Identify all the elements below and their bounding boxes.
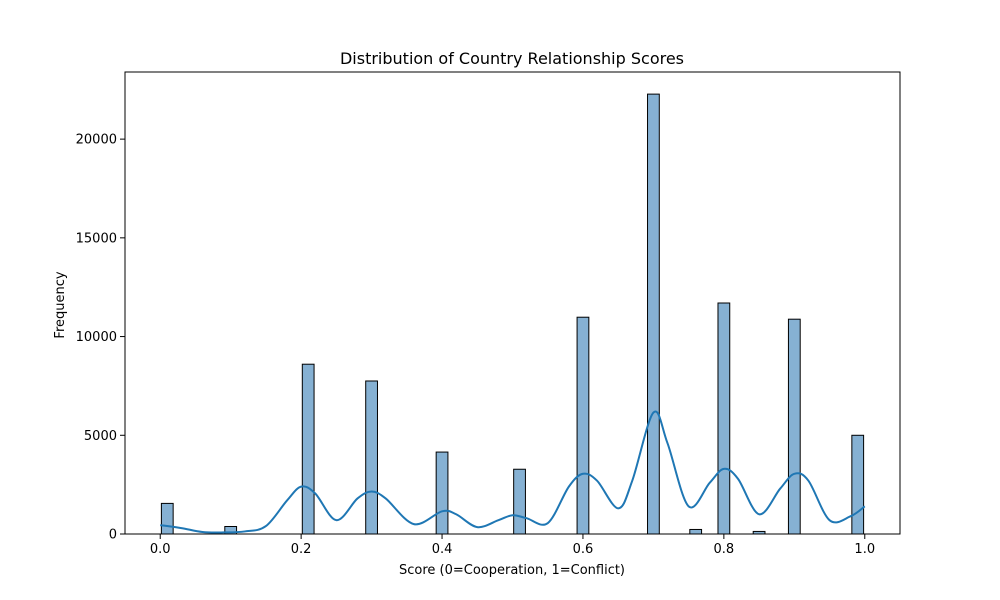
chart-title: Distribution of Country Relationship Sco…: [340, 49, 684, 68]
histogram-bar: [301, 363, 315, 535]
x-tick-label: 0.6: [573, 542, 594, 557]
histogram-bar: [513, 468, 526, 535]
histogram-bar: [435, 451, 449, 535]
x-tick-label: 1.0: [854, 542, 875, 557]
y-axis-label: Frequency: [53, 271, 68, 338]
kde-line: [160, 410, 866, 534]
y-tick-label: 10000: [76, 330, 117, 345]
histogram-bar: [647, 93, 660, 535]
histogram-bar: [851, 434, 865, 535]
x-tick-label: 0.0: [150, 542, 171, 557]
y-tick-label: 15000: [76, 231, 117, 246]
x-axis: 0.0 0.2 0.4 0.6 0.8 1.0: [150, 534, 875, 557]
x-tick-label: 0.2: [291, 542, 312, 557]
histogram-bar: [365, 380, 378, 535]
y-tick-label: 0: [109, 528, 117, 543]
histogram-bar: [689, 528, 703, 535]
histogram-bar: [717, 302, 731, 535]
x-tick-label: 0.8: [714, 542, 735, 557]
plot-frame: [124, 71, 901, 535]
histogram-bar: [787, 318, 801, 535]
histogram-bar: [160, 502, 174, 535]
x-axis-label: Score (0=Cooperation, 1=Conflict): [399, 563, 625, 578]
histogram-bar: [576, 316, 590, 535]
y-tick-label: 20000: [76, 133, 117, 148]
bars-group: [160, 93, 865, 535]
y-axis: 0 5000 10000 15000 20000: [76, 133, 125, 543]
y-tick-label: 5000: [84, 429, 117, 444]
x-tick-label: 0.4: [432, 542, 453, 557]
